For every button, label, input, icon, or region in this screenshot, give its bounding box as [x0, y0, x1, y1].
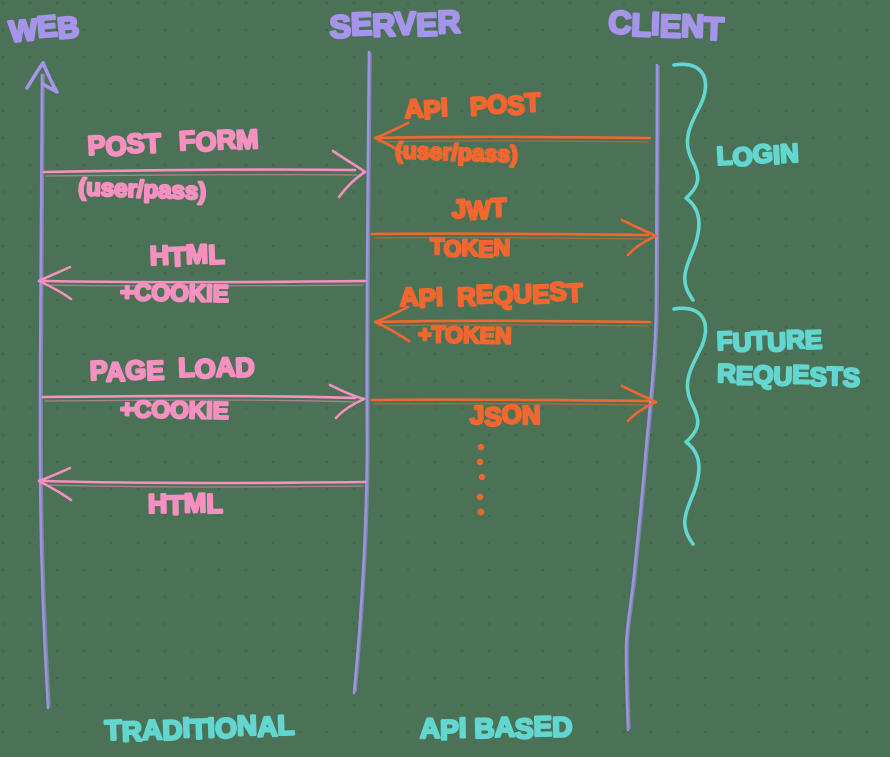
svg-text:WEB: WEB: [8, 8, 81, 50]
svg-text:+TOKEN: +TOKEN: [418, 321, 512, 349]
svg-text:HTML: HTML: [149, 238, 225, 273]
svg-text:API BASED: API BASED: [420, 710, 573, 746]
svg-text:TOKEN: TOKEN: [430, 233, 511, 262]
svg-text:SERVER: SERVER: [329, 2, 461, 46]
svg-text:FUTURE: FUTURE: [716, 322, 823, 359]
svg-text:(user/pass): (user/pass): [78, 174, 207, 205]
svg-text:REQUESTS: REQUESTS: [717, 358, 861, 392]
svg-text:+COOKIE: +COOKIE: [120, 396, 229, 425]
svg-text:JSON: JSON: [470, 399, 541, 432]
svg-text:CLIENT: CLIENT: [608, 4, 725, 47]
svg-text:LOGIN: LOGIN: [716, 137, 800, 173]
svg-text:+COOKIE: +COOKIE: [120, 279, 229, 308]
svg-text:JWT: JWT: [451, 192, 507, 226]
svg-text:HTML: HTML: [148, 488, 224, 521]
svg-text:(user/pass): (user/pass): [395, 137, 519, 167]
